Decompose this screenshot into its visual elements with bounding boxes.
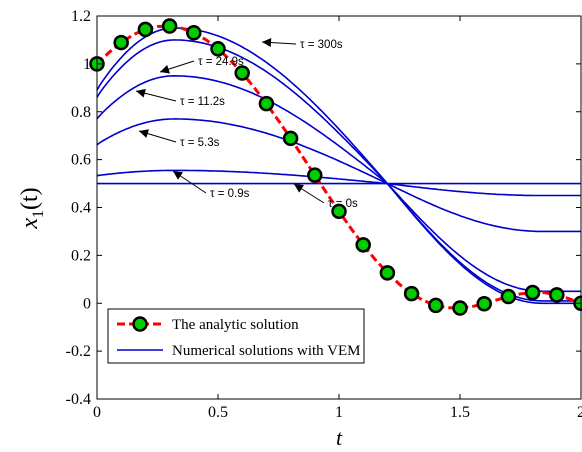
analytic-marker xyxy=(161,18,178,34)
y-axis-title-sub: 1 xyxy=(30,210,47,218)
y-axis-title-suffix: (t) xyxy=(17,187,43,210)
analytic-marker xyxy=(210,41,226,57)
annotation-arrow-head xyxy=(136,88,146,98)
legend-label-vem: Numerical solutions with VEM xyxy=(172,343,360,359)
x-tick-label: 1.5 xyxy=(450,404,470,421)
vem-series-line xyxy=(96,169,581,197)
vem-series-line xyxy=(96,118,581,233)
analytic-marker xyxy=(331,203,347,220)
analytic-marker xyxy=(549,287,565,303)
y-axis-title-main: x xyxy=(17,218,43,230)
y-tick-label: 0.6 xyxy=(71,152,91,169)
vem-series-line xyxy=(96,27,581,305)
analytic-marker xyxy=(137,21,154,38)
annotation-label: τ = 5.3s xyxy=(180,137,220,149)
annotation-label: τ = 300s xyxy=(300,39,343,51)
analytic-marker xyxy=(428,297,444,314)
ticks-layer: 0 0.5 1 1.5 2 -0.4 -0.2 0 0.2 0.4 0.6 0.8 1 1.2 xyxy=(66,8,582,421)
y-tick-label: 1 xyxy=(83,56,91,73)
analytic-marker xyxy=(476,295,492,312)
annotation-label: τ = 0.9s xyxy=(210,188,250,200)
annotation-label: τ = 0s xyxy=(328,198,358,210)
annotation-label: τ = 11.2s xyxy=(180,96,225,108)
legend-analytic-marker xyxy=(132,316,148,332)
analytic-marker xyxy=(403,285,420,302)
analytic-marker xyxy=(379,265,396,281)
annotation-arrow-head xyxy=(160,64,170,74)
vem-series-line xyxy=(96,74,581,293)
x-tick-label: 1 xyxy=(335,404,343,421)
x-axis-title: t xyxy=(336,425,343,450)
annotation-label: τ = 24.9s xyxy=(198,56,244,68)
vem-series-line xyxy=(96,39,581,302)
analytic-marker xyxy=(258,95,275,112)
analytic-marker xyxy=(500,288,517,305)
analytic-marker xyxy=(524,284,541,301)
x-tick-label: 0 xyxy=(93,404,101,421)
annotation-layer: τ = 300s τ = 24.9s τ = 11.2s τ = 5.3s τ = 0.… xyxy=(135,38,358,210)
x-tick-label: 0.5 xyxy=(208,404,228,421)
legend-box xyxy=(107,308,365,364)
annotation-arrow-head xyxy=(262,38,272,48)
analytic-marker xyxy=(452,300,468,316)
y-tick-label: 1.2 xyxy=(71,8,91,25)
legend-label-analytic: The analytic solution xyxy=(172,317,299,333)
analytic-marker xyxy=(113,34,129,51)
analytic-marker xyxy=(355,237,371,253)
annotation-arrow-head xyxy=(139,129,149,138)
analytic-marker xyxy=(186,25,202,41)
y-tick-label: -0.4 xyxy=(66,391,91,408)
y-tick-label: 0 xyxy=(83,295,91,312)
annotation-arrow-head xyxy=(294,184,305,193)
legend-layer: The analytic solution Numerical solutions… xyxy=(107,308,365,364)
y-tick-label: 0.8 xyxy=(71,104,91,121)
analytic-marker xyxy=(307,167,323,183)
annotation-arrow-head xyxy=(173,171,183,180)
y-tick-label: 0.4 xyxy=(71,200,91,217)
y-tick-label: -0.2 xyxy=(66,343,91,360)
analytic-marker xyxy=(234,65,250,81)
analytic-marker xyxy=(282,130,299,147)
y-tick-label: 0.2 xyxy=(71,247,91,264)
y-axis-title: x1(t) xyxy=(17,187,47,229)
x-tick-label: 2 xyxy=(577,404,582,421)
